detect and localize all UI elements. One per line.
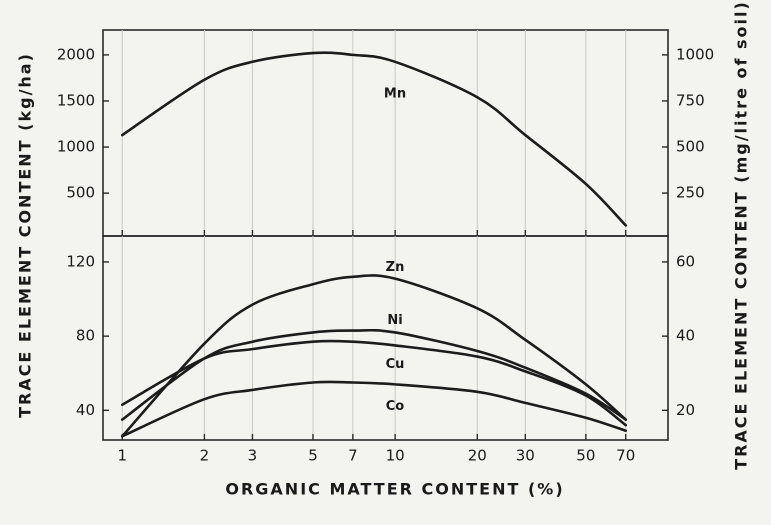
series-line xyxy=(120,380,628,438)
x-tick-label: 2 xyxy=(200,447,210,465)
series-label: Ni xyxy=(387,313,402,328)
series-label: Co xyxy=(386,399,405,414)
series-line xyxy=(120,339,628,427)
y2-tick-label: 750 xyxy=(676,91,705,109)
x-tick-label: 7 xyxy=(348,447,358,465)
y2-tick-label: 20 xyxy=(676,401,695,419)
series-line xyxy=(120,328,628,421)
x-tick-label: 30 xyxy=(516,447,535,465)
y2-tick-label: 1000 xyxy=(676,45,714,63)
x-tick-label: 5 xyxy=(308,447,318,465)
y2-axis-title: TRACE ELEMENT CONTENT (mg/litre of soil) xyxy=(732,0,751,470)
plot-frame xyxy=(102,29,669,237)
y-tick-label: 120 xyxy=(66,252,95,270)
series-label: Mn xyxy=(384,86,406,101)
y-axis-title: TRACE ELEMENT CONTENT (kg/ha) xyxy=(16,52,35,418)
series-label: Zn xyxy=(386,260,405,275)
x-tick-label: 3 xyxy=(248,447,258,465)
y-tick-label: 2000 xyxy=(57,45,95,63)
x-tick-label: 10 xyxy=(386,447,405,465)
y2-tick-label: 40 xyxy=(676,327,695,345)
y2-tick-label: 500 xyxy=(676,138,705,156)
x-tick-label: 70 xyxy=(616,447,635,465)
x-tick-label: 20 xyxy=(468,447,487,465)
y-tick-label: 40 xyxy=(76,401,95,419)
series-label: Cu xyxy=(386,357,405,372)
series-line xyxy=(120,274,628,438)
x-axis-title: ORGANIC MATTER CONTENT (%) xyxy=(225,480,564,499)
y2-tick-label: 250 xyxy=(676,184,705,202)
series-line xyxy=(120,51,628,227)
y-tick-label: 500 xyxy=(66,184,95,202)
x-tick-label: 50 xyxy=(576,447,595,465)
y-tick-label: 1500 xyxy=(57,91,95,109)
plot-frame xyxy=(102,235,669,441)
y2-tick-label: 60 xyxy=(676,252,695,270)
x-tick-label: 1 xyxy=(117,447,127,465)
y-tick-label: 80 xyxy=(76,327,95,345)
y-tick-label: 1000 xyxy=(57,138,95,156)
